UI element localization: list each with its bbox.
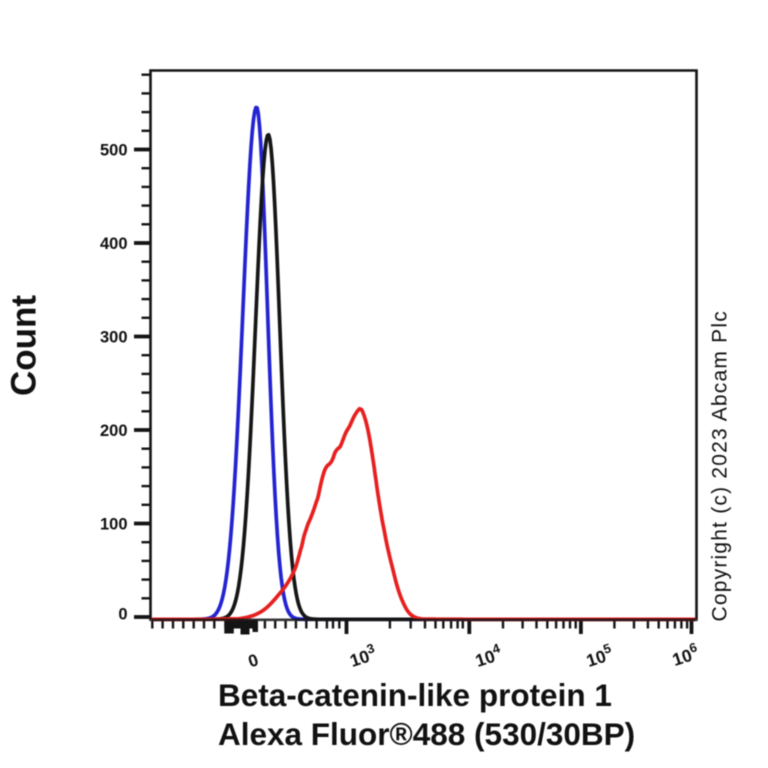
svg-text:500: 500	[100, 142, 128, 160]
svg-text:Copyright (c) 2023 Abcam Plc: Copyright (c) 2023 Abcam Plc	[709, 310, 732, 621]
svg-text:200: 200	[100, 422, 128, 440]
svg-text:Beta-catenin-like protein 1: Beta-catenin-like protein 1	[218, 677, 612, 713]
svg-text:300: 300	[100, 329, 128, 347]
svg-text:Count: Count	[5, 295, 44, 396]
svg-text:100: 100	[100, 516, 128, 534]
svg-text:Alexa Fluor®488 (530/30BP): Alexa Fluor®488 (530/30BP)	[218, 716, 635, 752]
svg-text:0: 0	[118, 606, 127, 624]
svg-text:400: 400	[100, 235, 128, 253]
